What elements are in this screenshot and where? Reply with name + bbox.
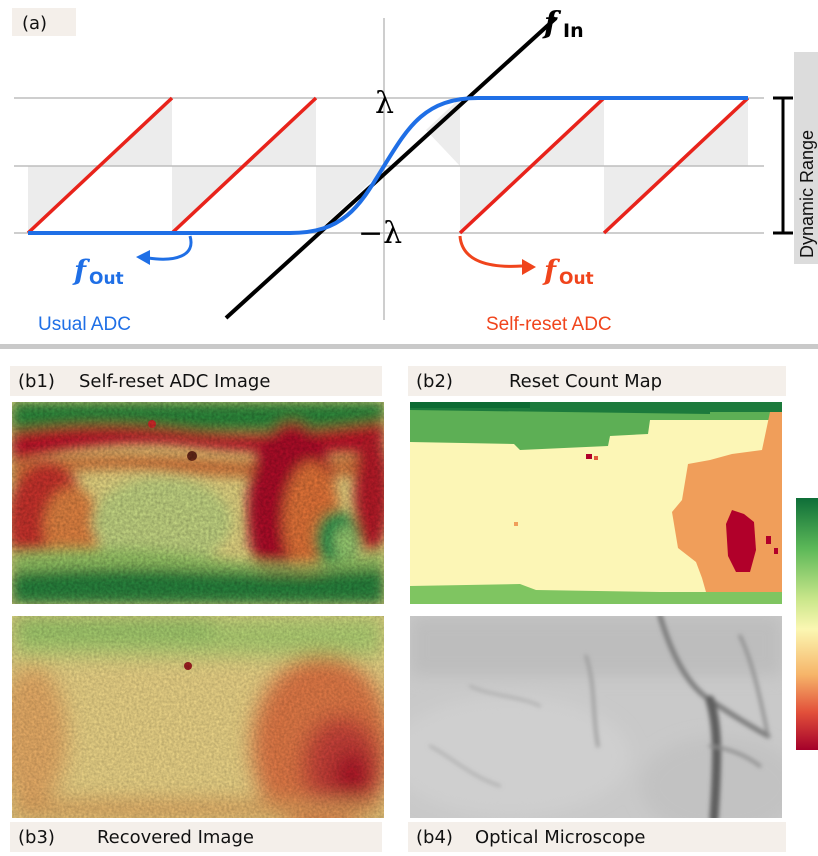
panel-a-label: (a)	[22, 13, 47, 34]
dynamic-range-box	[794, 52, 818, 264]
panel-b4-title: Optical Microscope	[474, 826, 646, 848]
f-in-line	[224, 16, 558, 320]
self-reset-sawtooth	[26, 96, 750, 235]
panel-b2-title: Reset Count Map	[508, 370, 663, 392]
recovered-image	[12, 616, 384, 818]
lambda-positive: λ	[375, 86, 394, 121]
panel-b2-label: (b2) Reset Count Map	[408, 366, 786, 396]
panel-a-label-box	[12, 8, 76, 36]
dynamic-range-bracket	[773, 96, 793, 235]
section-divider	[0, 344, 818, 349]
panel-b3-label: (b3) Recovered Image	[10, 822, 382, 852]
panel-b4-id: (b4)	[416, 826, 453, 848]
panel-b4-label: (b4) Optical Microscope	[408, 822, 786, 852]
panel-b3-title: Recovered Image	[96, 826, 254, 848]
panel-b2-id: (b2)	[416, 370, 453, 392]
panel-a-diagram: (a) f In λ −λ f Out	[12, 6, 818, 335]
f-out-right-subscript: Out	[559, 269, 594, 289]
panel-b1-title: Self-reset ADC Image	[78, 370, 271, 392]
dynamic-range-label: Dynamic Range	[797, 130, 817, 258]
reset-count-map	[410, 402, 782, 604]
colorbar	[796, 498, 818, 750]
lambda-negative: −λ	[358, 216, 402, 251]
self-reset-adc-image	[12, 402, 384, 604]
self-reset-arrowhead	[522, 259, 536, 275]
f-in-subscript: In	[563, 20, 584, 42]
f-in-label: f	[542, 6, 562, 41]
panel-b1-id: (b1)	[18, 370, 55, 392]
self-reset-adc-label: Self-reset ADC	[486, 314, 612, 335]
usual-adc-arrowhead	[136, 250, 150, 265]
optical-microscope-image	[410, 616, 782, 818]
f-out-left-subscript: Out	[89, 269, 124, 289]
usual-adc-label: Usual ADC	[38, 314, 131, 335]
panel-b1-label: (b1) Self-reset ADC Image	[10, 366, 382, 396]
self-reset-arrow	[458, 235, 523, 268]
usual-adc-curve	[28, 96, 748, 235]
panel-b3-id: (b3)	[18, 826, 55, 848]
usual-adc-arrow	[147, 235, 193, 261]
